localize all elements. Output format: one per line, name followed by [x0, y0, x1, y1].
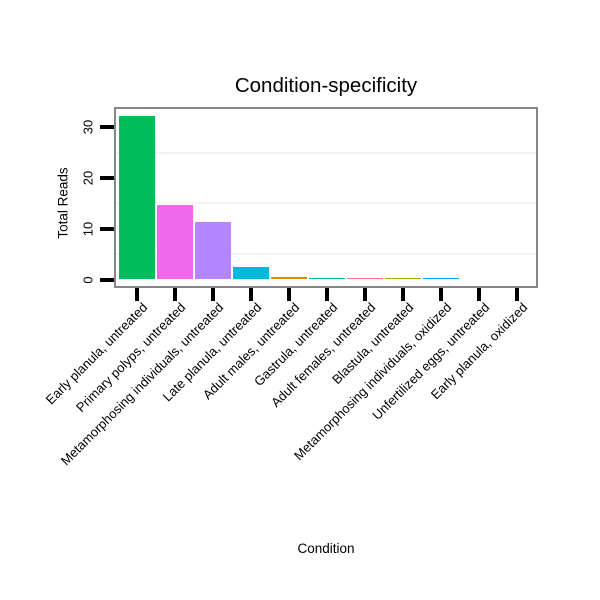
x-tick [325, 288, 329, 301]
panel-gridline [116, 151, 536, 154]
x-tick-label: Metamorphosing individuals, untreated [57, 299, 227, 469]
y-tick-label: 10 [80, 221, 96, 237]
bar [385, 278, 421, 280]
bar [233, 267, 269, 280]
chart-title: Condition-specificity [234, 74, 418, 97]
bar [309, 278, 345, 280]
y-tick-label: 20 [80, 170, 96, 186]
bar [271, 277, 307, 280]
plot-panel [114, 107, 538, 288]
panel-gridline [116, 202, 536, 205]
x-tick [477, 288, 481, 301]
bar [423, 278, 459, 280]
y-tick [100, 176, 114, 181]
x-axis-title: Condition [297, 541, 355, 556]
y-axis-title: Total Reads [55, 167, 71, 239]
x-tick [401, 288, 405, 301]
bar [347, 278, 383, 280]
bar [119, 116, 155, 280]
y-tick-label: 30 [80, 120, 96, 135]
x-tick [287, 288, 291, 301]
panel-gridline [116, 253, 536, 256]
bar [157, 205, 193, 280]
y-tick [100, 226, 114, 231]
y-tick [100, 277, 114, 282]
x-tick [439, 288, 443, 301]
x-tick [135, 288, 139, 301]
x-tick [173, 288, 177, 301]
x-tick [211, 288, 215, 301]
x-tick [249, 288, 253, 301]
x-tick [515, 288, 519, 301]
y-tick [100, 125, 114, 130]
x-tick [363, 288, 367, 301]
y-tick-label: 0 [80, 275, 96, 284]
bar [195, 221, 231, 280]
